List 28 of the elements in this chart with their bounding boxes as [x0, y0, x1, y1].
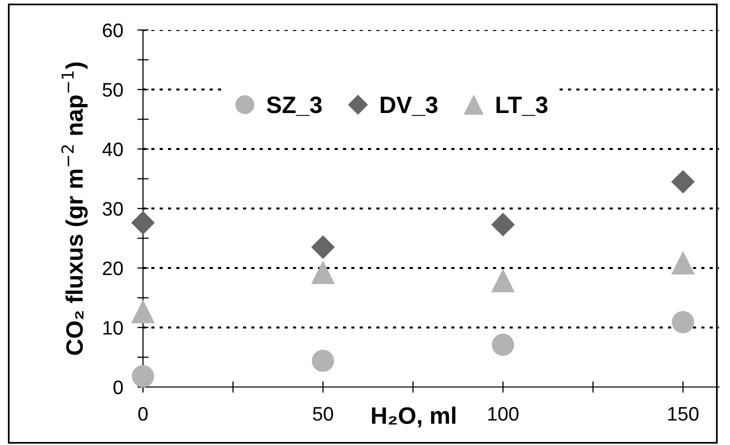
x-tick-label: 50 [312, 406, 334, 421]
point [491, 212, 515, 236]
point [672, 311, 694, 334]
legend-label: SZ_3 [266, 96, 322, 116]
y-tick-label: 40 [102, 142, 123, 156]
y-tick-label: 20 [102, 261, 123, 276]
x-axis-title: H₂O, ml [372, 406, 456, 428]
point [492, 334, 514, 356]
legend-label: LT_3 [496, 96, 548, 116]
y-tick-label: 30 [102, 202, 123, 216]
point [132, 365, 154, 388]
point [671, 170, 695, 194]
legend-label: DV_3 [380, 96, 438, 116]
y-axis-title: CO₂ fluxus (gr m$^{−2}$ nap$^{−1}$) [61, 62, 88, 355]
x-tick-label: 100 [488, 406, 518, 421]
x-tick-label: 0 [138, 406, 148, 421]
x-tick-label: 150 [668, 406, 698, 421]
point [131, 210, 155, 235]
y-tick-label: 50 [102, 82, 123, 97]
point [311, 260, 335, 284]
y-tick-label: 0 [114, 380, 123, 394]
y-tick-label: 10 [103, 320, 123, 335]
point [131, 300, 155, 324]
point [312, 350, 334, 372]
point [671, 250, 695, 274]
point [491, 268, 515, 292]
y-tick-label: 60 [102, 23, 123, 38]
point [311, 235, 335, 259]
